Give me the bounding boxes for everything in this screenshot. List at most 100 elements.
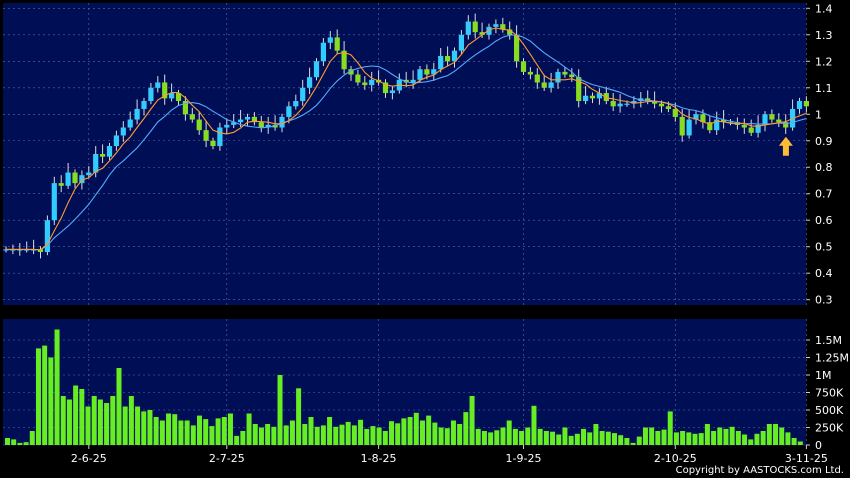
candle-up [155, 82, 161, 88]
candle-up [293, 101, 299, 107]
volume-tick-label: 1M [815, 369, 832, 382]
price-tick-label: 0.7 [815, 188, 833, 201]
candle-up [17, 249, 23, 251]
price-tick-label: 0.9 [815, 135, 833, 148]
volume-tick-label: 0 [815, 439, 822, 452]
candle-down [803, 101, 809, 107]
x-tick-label: 2-6-25 [71, 452, 107, 465]
volume-bar [227, 413, 233, 445]
volume-bar [215, 418, 221, 445]
candle-up [493, 24, 499, 27]
volume-bar [42, 345, 48, 445]
volume-bar [289, 420, 295, 445]
volume-bar [79, 389, 85, 445]
candle-up [93, 154, 99, 173]
candle-down [776, 119, 782, 123]
volume-bar [506, 420, 512, 445]
candle-down [569, 74, 575, 78]
candle-up [465, 21, 471, 35]
candle-down [741, 124, 747, 128]
volume-bar [748, 439, 754, 445]
volume-bar [296, 388, 302, 445]
volume-bar [729, 426, 735, 445]
x-tick-label: 2-7-25 [209, 452, 245, 465]
candle-up [286, 106, 292, 117]
volume-bar [438, 427, 444, 445]
candle-down [610, 101, 616, 107]
volume-bar [723, 428, 729, 445]
candle-up [762, 114, 768, 125]
volume-bar [302, 424, 308, 445]
volume-bar [277, 375, 283, 445]
volume-bar [661, 429, 667, 445]
candle-down [541, 82, 547, 88]
volume-bar [568, 435, 574, 445]
volume-bar [252, 424, 258, 445]
volume-bar [91, 396, 97, 445]
volume-bar [327, 417, 333, 445]
candle-down [100, 154, 106, 157]
volume-bar [512, 428, 518, 445]
candle-up [148, 87, 154, 102]
volume-bar [735, 431, 741, 445]
candle-down [189, 114, 195, 120]
volume-bar [636, 436, 642, 445]
volume-bar [351, 425, 357, 445]
volume-bar [48, 357, 54, 445]
candle-down [348, 69, 354, 75]
volume-bar [686, 432, 692, 445]
price-tick-label: 1.1 [815, 82, 833, 95]
volume-bar [358, 419, 364, 445]
volume-bar [401, 418, 407, 445]
price-tick-label: 1.4 [815, 2, 833, 15]
volume-bar [395, 423, 401, 445]
volume-bar [773, 424, 779, 445]
volume-bar [611, 433, 617, 445]
candle-down [203, 130, 209, 141]
volume-panel: 0 250K 500K 750K 1M 1.25M 1.5M 2-6-25 2-7-25 1-8-… [3, 319, 849, 465]
ma-long-line [6, 34, 807, 251]
candle-up [169, 93, 175, 99]
volume-bar [407, 417, 413, 445]
volume-bar [364, 428, 370, 445]
candle-up [320, 42, 326, 62]
volume-bar [320, 425, 326, 445]
volume-bar [73, 385, 79, 445]
candle-up [624, 103, 630, 105]
candle-down [341, 50, 347, 70]
candle-up [10, 249, 16, 251]
volume-bar [265, 424, 271, 445]
candle-up [279, 116, 285, 128]
candle-up [686, 119, 692, 136]
candle-up [44, 220, 50, 253]
candle-down [382, 82, 389, 94]
volume-bar [667, 411, 673, 445]
candle-up [369, 79, 375, 86]
candle-up [127, 119, 133, 128]
candle-up [417, 69, 423, 80]
x-tick-label: 2-10-25 [654, 452, 697, 465]
price-tick-label: 1 [815, 108, 822, 121]
volume-bar [308, 417, 314, 445]
candle-up [431, 69, 437, 75]
candle-down [783, 122, 789, 128]
ma-short-line [6, 27, 807, 251]
candle-up [313, 61, 320, 78]
candle-down [679, 116, 685, 136]
candle-down [520, 61, 527, 72]
candle-up [693, 114, 699, 120]
volume-bar [475, 428, 481, 445]
volume-bar [587, 432, 593, 445]
candle-up [300, 87, 306, 102]
volume-bar [166, 413, 172, 445]
price-tick-label: 0.6 [815, 214, 833, 227]
candle-up [231, 122, 237, 125]
candle-up [714, 119, 720, 131]
candle-up [86, 172, 92, 176]
volume-tick-label: 1.25M [815, 352, 849, 365]
candle-down [72, 172, 78, 184]
volume-bar [283, 425, 289, 445]
candle-up [631, 101, 637, 104]
candle-down [534, 74, 540, 83]
candle-up [79, 175, 85, 184]
